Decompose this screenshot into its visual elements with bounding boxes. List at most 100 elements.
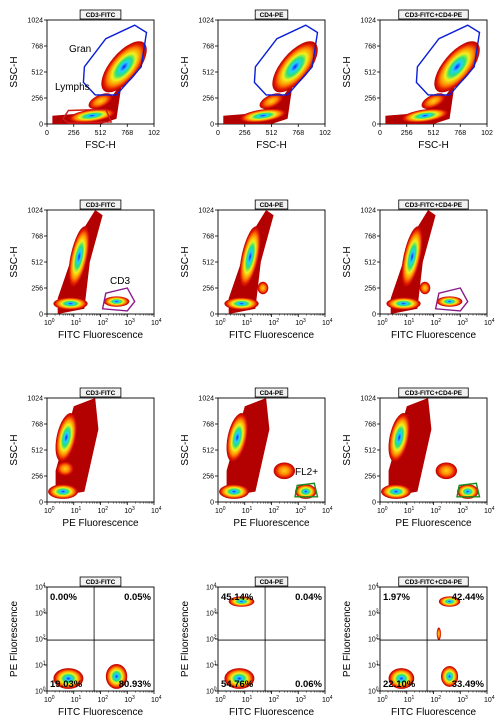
density-layer (385, 24, 481, 124)
y-tick-label: 768 (202, 422, 214, 429)
quadrant-ur-value: 0.04% (295, 592, 322, 603)
panel-title-box (79, 199, 122, 210)
monocyte-population (259, 93, 284, 109)
x-tick-label: 101 (404, 506, 415, 515)
x-axis-label: FITC Fluorescence (391, 707, 476, 718)
x-axis-label: PE Fluorescence (62, 518, 139, 529)
x-tick-label: 101 (242, 506, 253, 515)
x-tick-label: 256 (68, 130, 80, 137)
x-tick-label: 101 (242, 695, 253, 704)
y-tick-label: 100 (368, 687, 379, 696)
panel-title: CD4-PE (260, 390, 285, 397)
panel-title: CD3-FITC (86, 12, 116, 19)
gate-label-lymphs: Lymphs (55, 82, 90, 93)
x-axis-label: FITC Fluorescence (229, 330, 314, 341)
y-tick-label: 1024 (198, 208, 214, 215)
y-tick-label: 256 (31, 474, 43, 481)
panel-title: CD3-FITC (86, 579, 116, 586)
quadrant-ul-population (436, 627, 441, 641)
y-tick-label: 512 (202, 260, 214, 267)
y-tick-label: 768 (364, 234, 376, 241)
y-tick-label: 256 (364, 474, 376, 481)
panel-title-box (254, 387, 289, 398)
quadrant-lr-value: 80.93% (119, 679, 152, 690)
gate-cd3 (434, 287, 469, 312)
y-tick-label: 0 (39, 312, 43, 319)
x-tick-label: 0 (45, 130, 49, 137)
panel-12: CD3-FITC+CD4-PE 1.97% 42.44% 22.10% 33.49% 10… (342, 576, 495, 718)
fl2-positive-population (457, 484, 479, 499)
panel-3: CD3-FITC+CD4-PE 0 256 512 768 1024 0 256 512 768 1… (342, 9, 493, 151)
y-tick-label: 768 (31, 234, 43, 241)
y-tick-label: 102 (35, 635, 46, 644)
y-tick-label: 768 (364, 44, 376, 51)
y-tick-label: 0 (210, 500, 214, 507)
y-tick-label: 0 (210, 122, 214, 129)
panel-9: CD3-FITC+CD4-PE 0 256 512 768 1024 100 101 102 10… (342, 387, 495, 529)
y-tick-label: 0 (372, 312, 376, 319)
x-tick-label: 101 (404, 318, 415, 327)
x-tick-label: 101 (242, 318, 253, 327)
y-axis-label: SSC-H (180, 56, 191, 87)
x-tick-label: 101 (71, 318, 82, 327)
granulocyte-population (388, 413, 411, 463)
quadrant-ul-value: 1.97% (383, 592, 410, 603)
y-tick-label: 101 (368, 661, 379, 670)
x-tick-label: 103 (295, 506, 306, 515)
x-tick-label: 102 (269, 318, 280, 327)
density-layer (223, 24, 319, 124)
x-tick-label: 102 (98, 318, 109, 327)
y-tick-label: 768 (31, 422, 43, 429)
x-tick-label: 512 (266, 130, 278, 137)
x-tick-label: 102 (431, 318, 442, 327)
x-tick-label: 104 (484, 506, 495, 515)
panel-10: CD3-FITC 0.00% 0.05% 19.03% 80.93% 100 101 102 1… (9, 576, 162, 718)
y-tick-label: 768 (202, 44, 214, 51)
panel-title-box (398, 9, 469, 20)
x-tick-label: 104 (322, 318, 333, 327)
x-tick-label: 104 (151, 318, 162, 327)
density-layer (53, 663, 128, 689)
y-tick-label: 102 (206, 635, 217, 644)
density-layer (219, 398, 319, 499)
granulocyte-population (55, 413, 78, 463)
y-tick-label: 102 (368, 635, 379, 644)
x-tick-label: 102 (481, 130, 493, 137)
quadrant-ll-population (224, 668, 255, 689)
y-tick-label: 1024 (360, 18, 376, 25)
x-axis-label: PE Fluorescence (233, 518, 310, 529)
y-tick-label: 101 (206, 661, 217, 670)
quadrant-ul-value: 0.00% (50, 592, 77, 603)
density-layer (388, 596, 461, 689)
x-tick-label: 102 (431, 506, 442, 515)
gate-label-cd3: CD3 (110, 276, 130, 287)
panel-title: CD4-PE (260, 579, 285, 586)
spread-smear (388, 398, 432, 497)
granulocyte-population (272, 41, 318, 93)
x-axis-label: PE Fluorescence (395, 518, 472, 529)
x-tick-label: 0 (216, 130, 220, 137)
granulocyte-population (101, 41, 147, 93)
lymph-low-population (48, 484, 79, 499)
y-tick-label: 256 (202, 96, 214, 103)
x-axis-label: FITC Fluorescence (391, 330, 476, 341)
x-axis-label: FSC-H (418, 140, 449, 151)
lymphocyte-population (401, 108, 449, 123)
x-tick-label: 103 (124, 506, 135, 515)
y-tick-label: 512 (364, 260, 376, 267)
panel-title: CD4-PE (260, 12, 285, 19)
panel-title: CD4-PE (260, 202, 285, 209)
y-tick-label: 256 (364, 286, 376, 293)
gate-label-gran: Gran (69, 44, 91, 55)
x-axis-label: FSC-H (256, 140, 287, 151)
x-tick-label: 103 (457, 318, 468, 327)
y-tick-label: 1024 (360, 208, 376, 215)
gate-label-fl2: FL2+ (295, 467, 318, 478)
y-axis-label: SSC-H (9, 434, 20, 465)
density-layer (53, 210, 136, 314)
quadrant-ll-population (53, 668, 84, 689)
y-tick-label: 512 (202, 70, 214, 77)
panel-4: CD3-FITC CD3 0 256 512 768 1024 100 101 102 103 104… (9, 199, 162, 341)
x-tick-label: 100 (377, 506, 388, 515)
granulocyte-population (239, 226, 261, 288)
